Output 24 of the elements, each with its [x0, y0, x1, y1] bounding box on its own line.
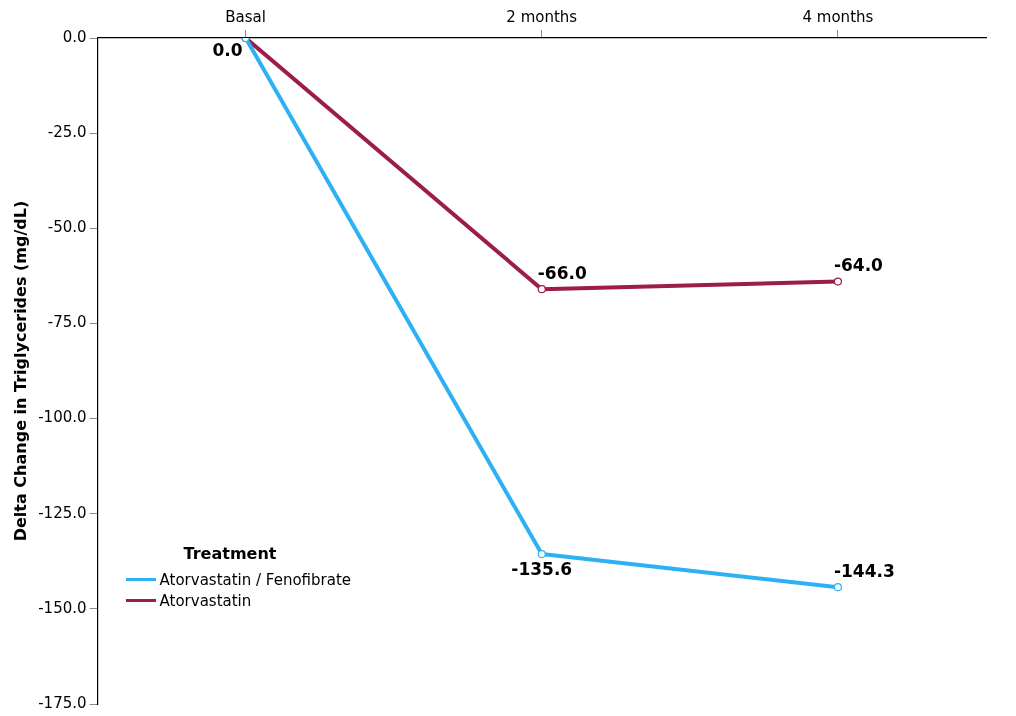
y-tick-label: -125.0	[38, 503, 87, 522]
y-tick-label: -25.0	[47, 123, 87, 142]
y-tick-label: -175.0	[38, 693, 87, 712]
data-label: -64.0	[833, 255, 884, 276]
point	[537, 285, 546, 294]
x-tick-label: 2 months	[506, 7, 578, 26]
data-label: -144.3	[833, 561, 895, 582]
point	[537, 549, 546, 559]
legend-title: Treatment	[183, 544, 278, 563]
data-label: -135.6	[511, 558, 573, 579]
y-tick-label: 0.0	[62, 27, 87, 46]
point	[833, 583, 843, 592]
y-tick-label: -50.0	[47, 218, 87, 237]
y-axis-title: Delta Change in Triglycerides (mg/dL)	[10, 200, 30, 542]
data-label: 0.0	[212, 39, 243, 60]
x-tick-label: Basal	[225, 7, 266, 26]
x-tick-label: 4 months	[802, 7, 874, 26]
legend-label: Atorvastatin / Fenofibrate	[159, 570, 352, 589]
y-tick-label: -75.0	[47, 313, 87, 332]
y-tick-label: -150.0	[38, 598, 87, 617]
point	[833, 277, 843, 286]
y-tick-label: -100.0	[38, 408, 87, 427]
legend-label: Atorvastatin	[159, 591, 252, 610]
data-label: -66.0	[537, 263, 587, 284]
